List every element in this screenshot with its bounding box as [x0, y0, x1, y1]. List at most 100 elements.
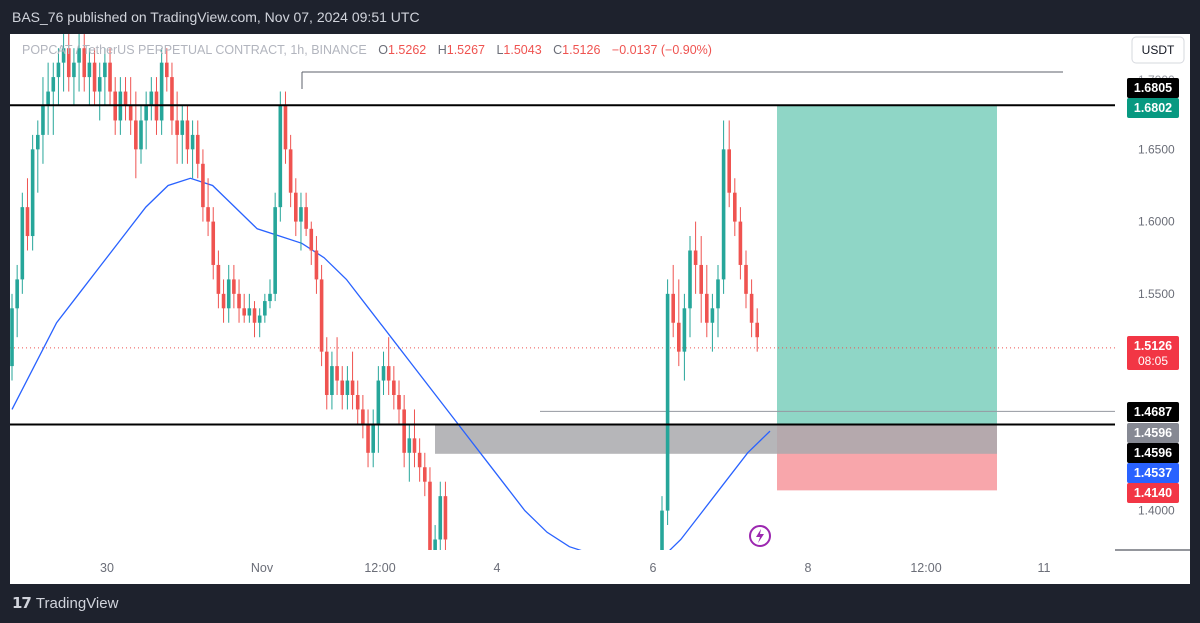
- candle[interactable]: [247, 293, 252, 323]
- candle[interactable]: [407, 423, 412, 482]
- candle[interactable]: [108, 48, 112, 106]
- candle[interactable]: [671, 264, 675, 338]
- candle[interactable]: [206, 178, 210, 237]
- candle[interactable]: [72, 48, 76, 106]
- candle[interactable]: [443, 481, 448, 554]
- candle[interactable]: [386, 337, 391, 395]
- candle[interactable]: [149, 77, 154, 121]
- candle[interactable]: [268, 279, 272, 309]
- candle[interactable]: [139, 106, 143, 164]
- candle[interactable]: [66, 34, 71, 92]
- candle[interactable]: [10, 293, 14, 381]
- candle[interactable]: [402, 395, 406, 468]
- demand-zone[interactable]: [435, 424, 997, 454]
- candle[interactable]: [92, 48, 97, 106]
- candle[interactable]: [56, 48, 61, 106]
- candle[interactable]: [103, 48, 107, 106]
- candle[interactable]: [20, 192, 25, 294]
- candle[interactable]: [97, 62, 102, 121]
- candle[interactable]: [82, 34, 87, 92]
- candle[interactable]: [87, 48, 92, 106]
- candle[interactable]: [699, 236, 703, 323]
- candle[interactable]: [665, 279, 670, 526]
- candle[interactable]: [36, 120, 40, 193]
- candle[interactable]: [195, 120, 200, 179]
- candle[interactable]: [46, 62, 50, 135]
- candle[interactable]: [201, 149, 205, 222]
- price-chart[interactable]: POPCAT / TetherUS PERPETUAL CONTRACT, 1h…: [10, 34, 1190, 584]
- candle[interactable]: [226, 264, 231, 323]
- candle[interactable]: [688, 236, 692, 338]
- candle[interactable]: [15, 264, 19, 338]
- candle[interactable]: [221, 279, 226, 323]
- candle[interactable]: [77, 34, 81, 92]
- candle[interactable]: [693, 221, 698, 294]
- candle[interactable]: [705, 264, 709, 338]
- candle[interactable]: [165, 48, 169, 92]
- candle[interactable]: [361, 395, 365, 439]
- candle[interactable]: [273, 192, 277, 302]
- candle[interactable]: [283, 91, 288, 164]
- candle[interactable]: [438, 481, 443, 554]
- candle[interactable]: [716, 264, 720, 338]
- candle[interactable]: [263, 293, 267, 323]
- candle[interactable]: [232, 264, 236, 309]
- candle[interactable]: [309, 221, 314, 265]
- target-zone[interactable]: [777, 105, 997, 425]
- candle[interactable]: [25, 178, 30, 251]
- candle[interactable]: [335, 337, 339, 395]
- candle[interactable]: [216, 250, 221, 309]
- candle[interactable]: [319, 264, 324, 367]
- candle[interactable]: [677, 279, 681, 367]
- candle[interactable]: [288, 134, 293, 208]
- candle[interactable]: [185, 106, 190, 164]
- candle[interactable]: [257, 308, 262, 338]
- lightning-icon[interactable]: [749, 525, 771, 547]
- candle[interactable]: [237, 279, 241, 323]
- candle[interactable]: [51, 62, 56, 135]
- candle[interactable]: [304, 192, 308, 237]
- candle[interactable]: [324, 337, 329, 410]
- candle[interactable]: [299, 192, 303, 251]
- candle[interactable]: [350, 351, 355, 410]
- candle[interactable]: [721, 120, 726, 294]
- chart-area[interactable]: POPCAT / TetherUS PERPETUAL CONTRACT, 1h…: [10, 34, 1190, 584]
- candle[interactable]: [355, 380, 360, 424]
- candle[interactable]: [755, 308, 759, 352]
- candle[interactable]: [682, 293, 687, 381]
- candle[interactable]: [330, 351, 334, 410]
- candle[interactable]: [170, 62, 174, 135]
- candle[interactable]: [371, 409, 375, 468]
- candle[interactable]: [294, 178, 298, 237]
- candle[interactable]: [710, 293, 715, 352]
- candle[interactable]: [41, 77, 45, 164]
- candle[interactable]: [61, 34, 66, 92]
- candle[interactable]: [412, 409, 417, 468]
- candle[interactable]: [211, 207, 216, 280]
- tradingview-logo[interactable]: 𝟭𝟳 TradingView: [12, 594, 118, 613]
- candle[interactable]: [397, 380, 401, 424]
- candle[interactable]: [30, 134, 35, 251]
- candle[interactable]: [144, 91, 148, 150]
- candle[interactable]: [366, 409, 370, 468]
- candle[interactable]: [423, 452, 427, 497]
- candle[interactable]: [159, 48, 164, 135]
- candle[interactable]: [314, 236, 319, 294]
- candle[interactable]: [727, 120, 731, 208]
- candle[interactable]: [381, 351, 386, 395]
- candle[interactable]: [180, 106, 185, 164]
- candle[interactable]: [175, 91, 179, 164]
- candle[interactable]: [340, 366, 345, 410]
- candle[interactable]: [392, 366, 396, 410]
- candle[interactable]: [190, 120, 195, 179]
- candle[interactable]: [376, 366, 381, 453]
- candle[interactable]: [123, 77, 128, 121]
- candle[interactable]: [744, 250, 748, 309]
- candle[interactable]: [252, 301, 257, 338]
- currency-button[interactable]: USDT: [1131, 36, 1185, 64]
- candle[interactable]: [749, 279, 754, 338]
- time-axis[interactable]: [10, 550, 1115, 584]
- candle[interactable]: [278, 91, 283, 222]
- candle[interactable]: [242, 293, 246, 323]
- candle[interactable]: [738, 207, 743, 280]
